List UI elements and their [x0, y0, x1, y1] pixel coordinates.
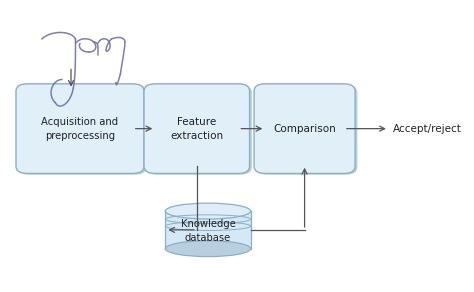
Ellipse shape: [165, 241, 251, 257]
Ellipse shape: [165, 203, 251, 219]
Text: Feature
extraction: Feature extraction: [170, 117, 223, 141]
FancyBboxPatch shape: [146, 85, 252, 175]
FancyBboxPatch shape: [256, 85, 357, 175]
Bar: [165, 211, 251, 249]
FancyBboxPatch shape: [254, 84, 355, 173]
Text: Comparison: Comparison: [273, 124, 336, 134]
Text: Accept/reject: Accept/reject: [393, 124, 462, 134]
FancyBboxPatch shape: [18, 85, 146, 175]
Text: Acquisition and
preprocessing: Acquisition and preprocessing: [41, 117, 118, 141]
FancyBboxPatch shape: [16, 84, 144, 173]
Text: Knowledge
database: Knowledge database: [181, 219, 236, 243]
FancyBboxPatch shape: [144, 84, 250, 173]
